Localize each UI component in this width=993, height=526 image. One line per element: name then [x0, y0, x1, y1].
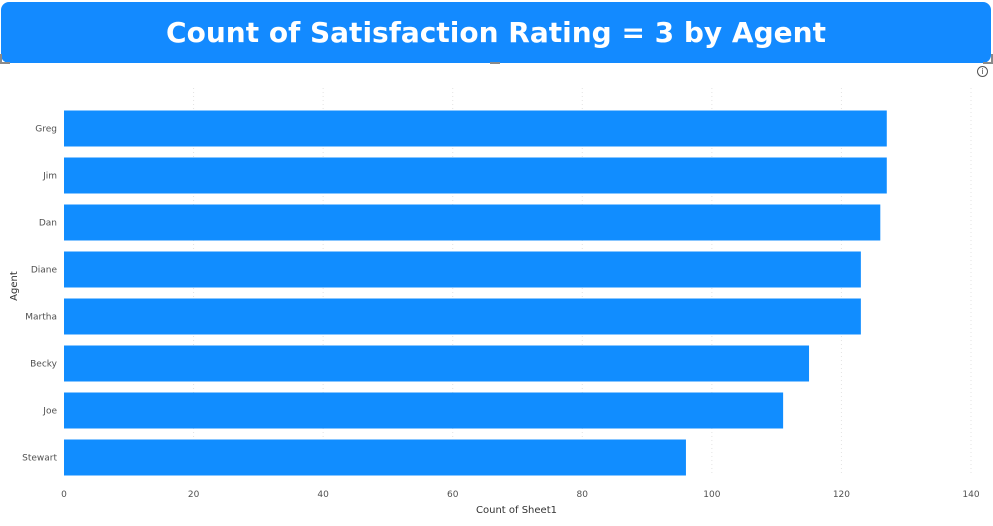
bar-martha — [64, 298, 861, 335]
y-tick-label: Stewart — [22, 454, 57, 464]
bar-greg — [64, 110, 887, 147]
resize-handle-top-left[interactable] — [0, 62, 10, 64]
x-axis-title: Count of Sheet1 — [476, 505, 557, 516]
chart-title-banner: Count of Satisfaction Rating = 3 by Agen… — [1, 2, 991, 63]
x-tick-label: 20 — [188, 490, 200, 500]
y-tick-label: Joe — [42, 407, 57, 417]
y-tick-label: Becky — [30, 360, 58, 370]
y-tick-label: Greg — [35, 125, 57, 135]
y-tick-label: Martha — [25, 313, 57, 323]
y-tick-label: Dan — [39, 219, 57, 229]
bar-stewart — [64, 439, 686, 476]
y-axis-title: Agent — [9, 271, 20, 301]
resize-handle-top-left-v[interactable] — [0, 54, 2, 64]
bar-jim — [64, 157, 887, 194]
x-tick-label: 60 — [447, 490, 459, 500]
bar-diane — [64, 251, 861, 288]
resize-handle-bottom-center[interactable] — [490, 62, 500, 64]
x-tick-label: 80 — [577, 490, 589, 500]
x-tick-label: 100 — [703, 490, 720, 500]
y-tick-label: Jim — [42, 172, 57, 182]
chart-title: Count of Satisfaction Rating = 3 by Agen… — [166, 16, 826, 49]
resize-handle-top-right[interactable] — [983, 62, 993, 64]
bar-joe — [64, 392, 784, 429]
bar-dan — [64, 204, 881, 241]
x-tick-label: 140 — [962, 490, 979, 500]
resize-handle-top-right-v[interactable] — [991, 54, 993, 64]
info-icon[interactable]: i — [977, 66, 988, 77]
x-tick-label: 0 — [61, 490, 67, 500]
y-tick-label: Diane — [31, 266, 58, 276]
x-tick-label: 120 — [833, 490, 850, 500]
x-tick-label: 40 — [317, 490, 329, 500]
bar-becky — [64, 345, 810, 382]
